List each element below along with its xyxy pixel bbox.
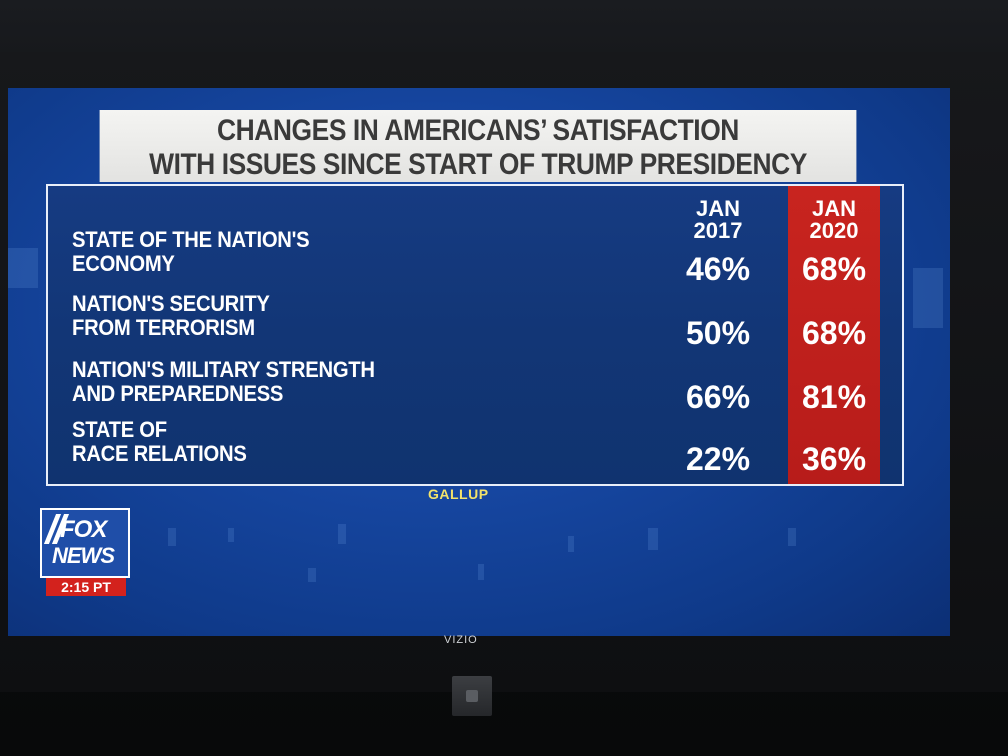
tv-power-indicator bbox=[466, 690, 478, 702]
title-line-1: CHANGES IN AMERICANS’ SATISFACTION bbox=[217, 114, 739, 147]
column-header-2017: JAN 2017 bbox=[693, 196, 743, 243]
background-streak bbox=[168, 528, 176, 546]
background-streak bbox=[308, 568, 316, 582]
row-label-race-relations: STATE OF RACE RELATIONS bbox=[72, 417, 247, 466]
row-label-security: NATION'S SECURITY FROM TERRORISM bbox=[72, 291, 270, 340]
background-streak bbox=[648, 528, 658, 550]
row-label-economy: STATE OF THE NATION'S ECONOMY bbox=[72, 227, 310, 276]
background-streak bbox=[788, 528, 796, 546]
time-badge: 2:15 PT bbox=[46, 578, 126, 596]
logo-fox-text: FOX bbox=[60, 516, 107, 543]
source-credit: GALLUP bbox=[428, 486, 489, 502]
value-military-2020: 81% bbox=[801, 379, 867, 415]
background-streak bbox=[228, 528, 234, 542]
graphic-title: CHANGES IN AMERICANS’ SATISFACTION WITH … bbox=[99, 110, 857, 182]
value-economy-2020: 68% bbox=[801, 251, 867, 287]
background-streak bbox=[8, 248, 38, 288]
highlight-column-2020 bbox=[788, 186, 880, 484]
column-header-2020: JAN 2020 bbox=[809, 196, 859, 243]
value-race-relations-2020: 36% bbox=[801, 441, 867, 477]
value-security-2017: 50% bbox=[685, 315, 751, 351]
tv-screen: CHANGES IN AMERICANS’ SATISFACTION WITH … bbox=[8, 88, 950, 636]
background-streak bbox=[478, 564, 484, 580]
logo-news-text: NEWS bbox=[52, 543, 115, 568]
background-streak bbox=[913, 268, 943, 328]
background-streak bbox=[338, 524, 346, 544]
logo-box: FOX NEWS bbox=[40, 508, 130, 578]
value-security-2020: 68% bbox=[801, 315, 867, 351]
data-table-panel: JAN 2017 JAN 2020 STATE OF THE NATION'S … bbox=[46, 184, 904, 486]
title-line-2: WITH ISSUES SINCE START OF TRUMP PRESIDE… bbox=[149, 148, 807, 181]
value-military-2017: 66% bbox=[685, 379, 751, 415]
value-economy-2017: 46% bbox=[685, 251, 751, 287]
background-streak bbox=[568, 536, 574, 552]
row-label-military: NATION'S MILITARY STRENGTH AND PREPAREDN… bbox=[72, 357, 375, 406]
tv-brand-label: VIZIO bbox=[444, 634, 478, 646]
value-race-relations-2017: 22% bbox=[685, 441, 751, 477]
fox-news-logo: FOX NEWS 2:15 PT bbox=[40, 508, 130, 600]
